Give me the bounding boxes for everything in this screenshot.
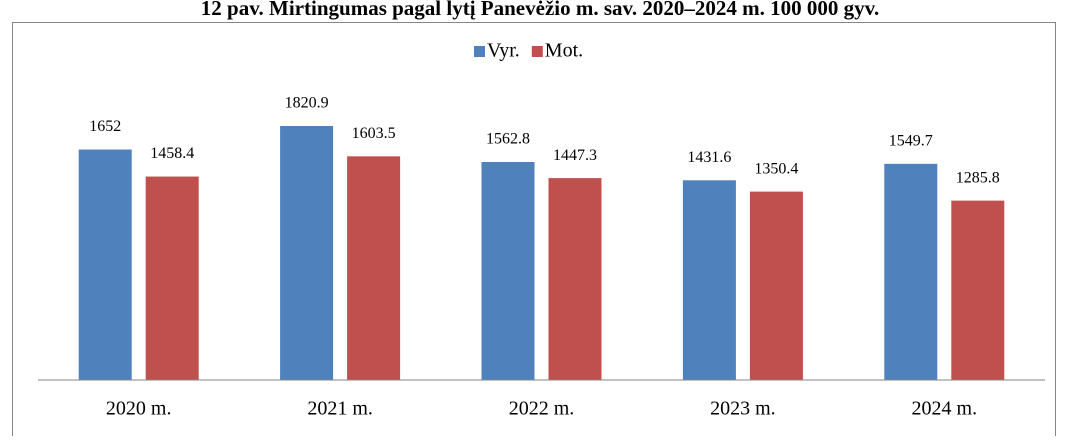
x-tick-label: 2024 m. <box>912 398 978 420</box>
bar <box>749 191 803 380</box>
data-label: 1549.7 <box>889 132 933 149</box>
legend-swatch <box>531 46 543 57</box>
data-label: 1285.8 <box>956 169 1000 186</box>
bar <box>682 180 736 380</box>
bar <box>481 161 535 380</box>
data-label: 1820.9 <box>285 95 329 112</box>
x-tick-label: 2021 m. <box>307 398 373 420</box>
bar <box>548 178 602 380</box>
data-label: 1350.4 <box>754 160 798 177</box>
data-label: 1603.5 <box>352 125 396 142</box>
bar <box>347 156 401 380</box>
bar <box>78 149 132 380</box>
data-label: 1458.4 <box>150 145 194 162</box>
bar <box>145 176 199 380</box>
bar <box>951 200 1005 380</box>
chart-frame <box>12 22 1056 441</box>
x-tick-label: 2022 m. <box>509 398 575 420</box>
legend-swatch <box>474 46 485 57</box>
data-label: 1447.3 <box>553 147 597 164</box>
bar <box>280 125 334 380</box>
x-tick-label: 2020 m. <box>106 398 172 420</box>
bar <box>884 163 938 380</box>
x-tick-label: 2023 m. <box>710 398 776 420</box>
data-label: 1431.6 <box>687 149 731 166</box>
chart-title: 12 pav. Mirtingumas pagal lytį Panevėžio… <box>201 0 879 20</box>
data-label: 1652 <box>89 118 121 135</box>
data-label: 1562.8 <box>486 131 530 148</box>
legend-label: Mot. <box>545 40 583 62</box>
legend-label: Vyr. <box>487 40 520 62</box>
